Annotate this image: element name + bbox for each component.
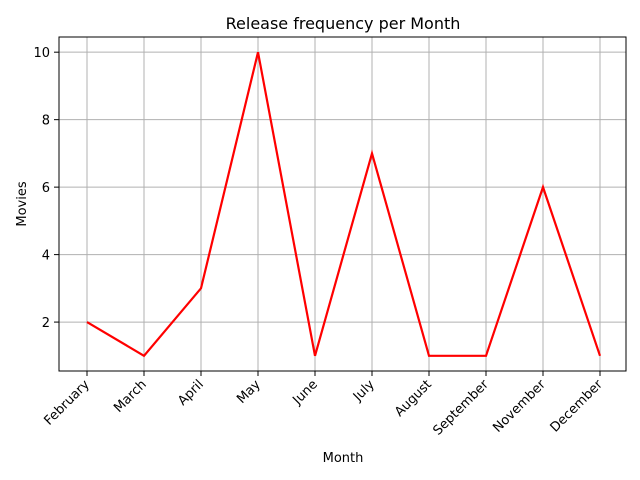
series-line — [86, 51, 602, 358]
x-tick-label: August — [392, 377, 435, 420]
x-tick-label: September — [430, 377, 492, 439]
y-tick-label: 2 — [42, 316, 50, 331]
x-tick-label: June — [289, 377, 320, 408]
x-tick-label: December — [548, 377, 607, 436]
y-tick-label: 4 — [42, 249, 50, 264]
y-tick-label: 8 — [42, 114, 50, 129]
grid — [59, 37, 626, 371]
plot-frame — [58, 36, 627, 372]
y-tick-label: 10 — [33, 46, 50, 61]
x-tick-label: May — [234, 377, 264, 407]
x-tick-label: February — [41, 377, 93, 429]
y-tick-label: 6 — [42, 181, 50, 196]
x-tick-label: November — [490, 377, 549, 436]
y-axis-ticks: 2 4 6 8 10 — [33, 46, 59, 331]
x-axis-ticks: February March April May June July AugustSepte… — [41, 371, 606, 439]
series-layer — [86, 51, 602, 358]
x-axis-label: Month — [323, 451, 364, 466]
x-tick-label: April — [175, 377, 207, 409]
y-axis-label: Movies — [15, 181, 30, 226]
chart-title: Release frequency per Month — [226, 14, 461, 33]
x-tick-label: March — [111, 377, 150, 416]
x-tick-label: July — [350, 377, 378, 405]
